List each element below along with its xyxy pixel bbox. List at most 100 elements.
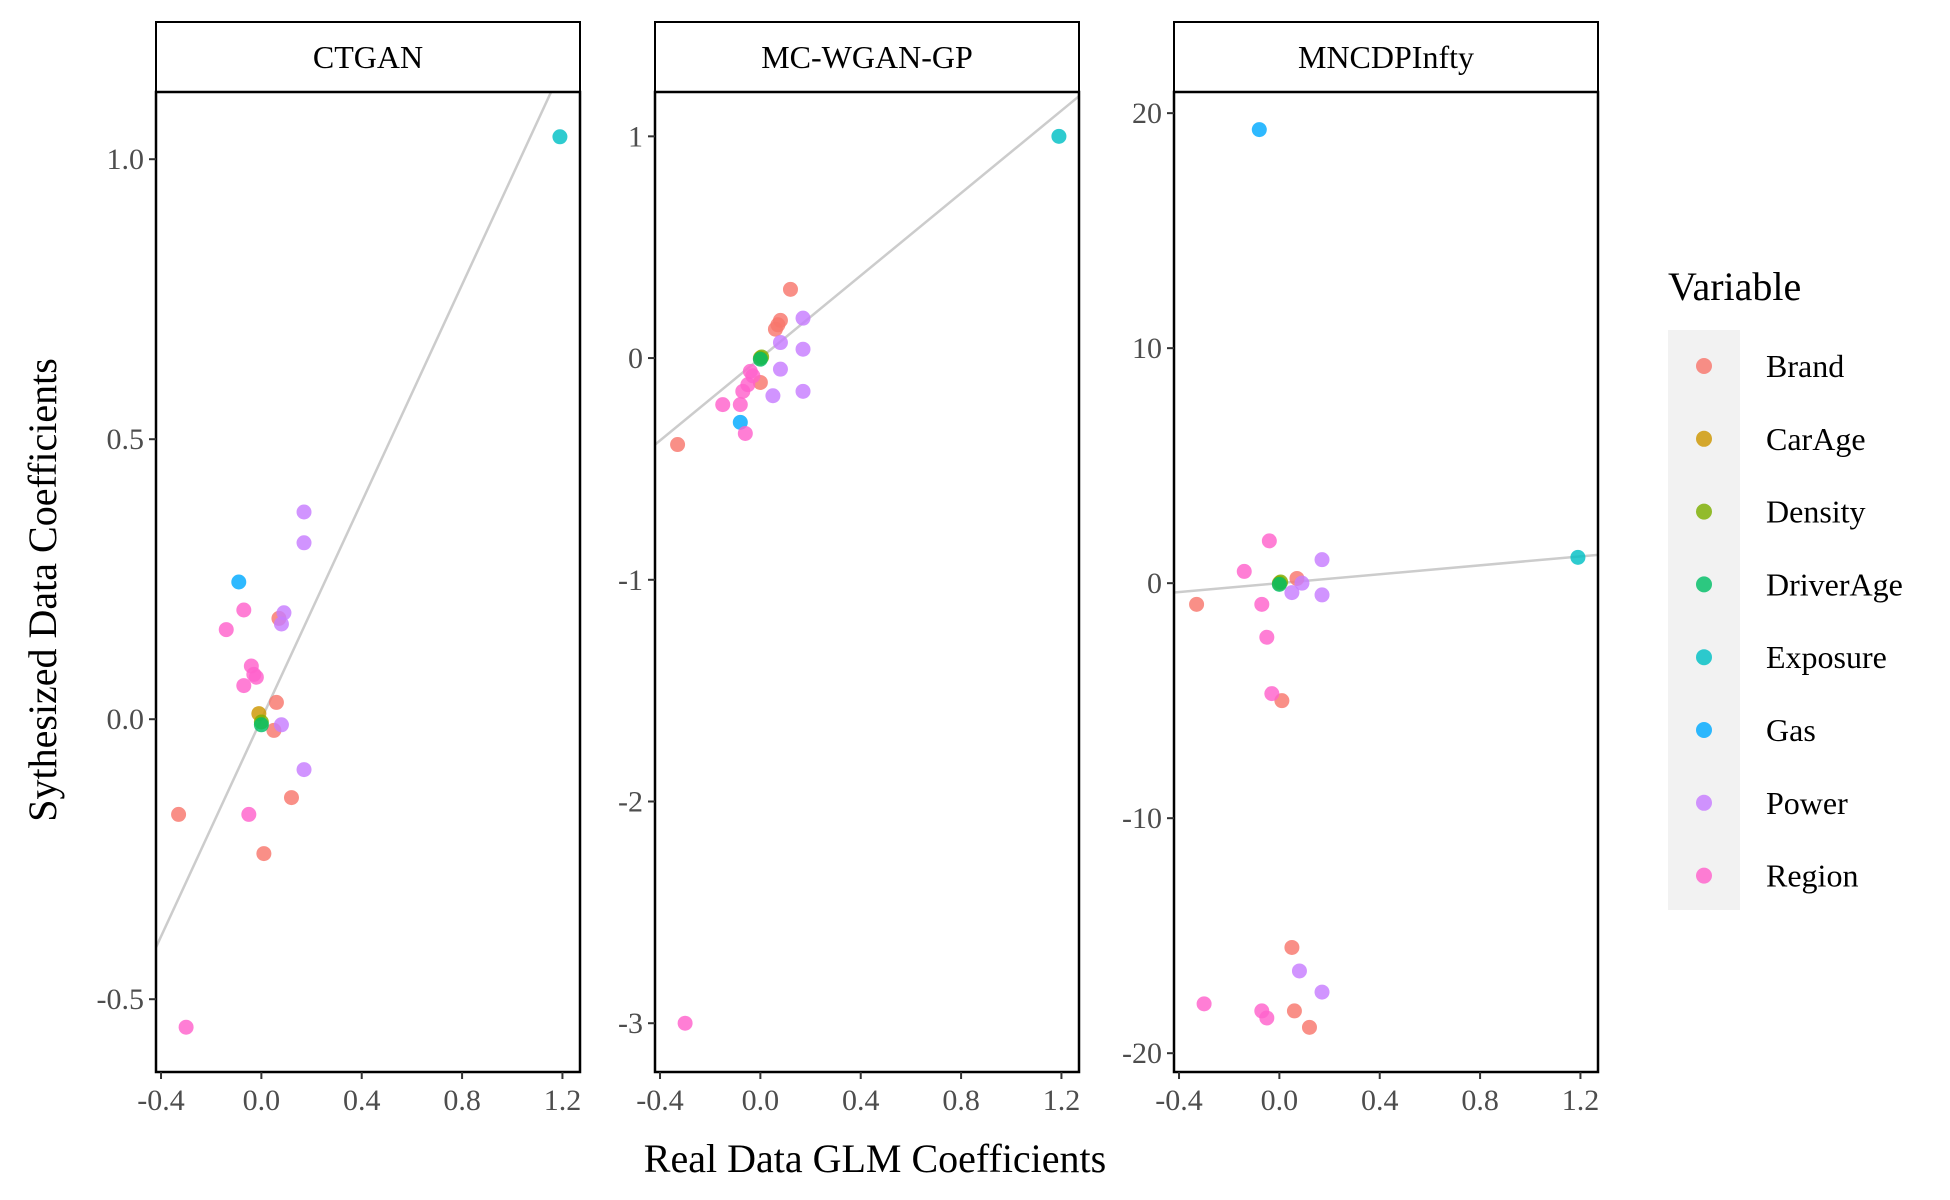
panel-strip [1173,21,1599,93]
point-brand [1301,1019,1317,1035]
legend-label-brand: Brand [1766,348,1844,384]
point-gas [1251,122,1267,138]
y-tick-label: 1 [628,120,643,153]
point-brand [670,437,686,453]
panel-title: CTGAN [313,39,423,75]
point-power [795,383,811,399]
point-region [241,806,257,822]
point-region [737,425,753,441]
point-exposure [552,129,568,145]
point-power [1314,587,1330,603]
point-region [236,678,252,694]
point-power [772,361,788,377]
point-region [1264,686,1280,702]
panel-strip [155,21,581,93]
legend-key-gas [1696,722,1712,738]
points-group [1189,122,1586,1035]
plot-background [1174,92,1598,1072]
point-power [765,388,781,404]
plot-background [655,92,1079,1072]
legend-key-background [1668,330,1740,910]
point-power [296,535,312,551]
point-region [715,397,731,413]
point-power [276,605,292,621]
y-tick-label: -1 [618,564,643,597]
point-region [1196,996,1212,1012]
point-power [296,762,312,778]
legend-key-carage [1696,430,1712,447]
point-power [795,310,811,326]
point-brand [1284,939,1300,955]
point-exposure [1570,549,1586,565]
panel-0: CTGAN -0.5 0.0 0.5 1.0 -0.4 0.0 0.4 0.8 1.2 [97,21,582,1117]
y-tick-label: 1.0 [107,143,145,176]
point-region [1261,533,1277,549]
x-tick-label: 0.8 [443,1084,481,1117]
point-region [732,397,748,413]
legend-label-density: Density [1766,494,1866,530]
legend-label-gas: Gas [1766,712,1816,748]
point-power [1314,552,1330,568]
legend-label-carage: CarAge [1766,421,1866,457]
legend-label-driverage: DriverAge [1766,566,1903,602]
point-region [248,669,264,685]
plot-border [1172,90,1600,1074]
legend-key-density [1696,503,1712,520]
point-brand [1189,596,1205,612]
points-group [171,129,568,1035]
point-region [677,1015,693,1031]
point-driverage [1271,576,1287,592]
point-region [218,622,234,638]
point-power [273,717,289,733]
point-power [772,335,788,351]
x-tick-label: -0.4 [137,1084,185,1117]
point-brand [767,321,783,337]
point-driverage [253,717,269,733]
point-region [1236,563,1252,579]
point-exposure [1051,128,1067,144]
legend-key-region [1696,867,1712,884]
legend-label-region: Region [1766,858,1858,894]
point-brand [283,790,299,806]
point-power [273,616,289,632]
panel-strip [654,21,1080,93]
point-power [1284,585,1300,601]
legend-title: Variable [1668,264,1801,309]
y-tick-label: -3 [618,1007,643,1040]
x-tick-label: 0.0 [243,1084,281,1117]
x-tick-label: 0.4 [1361,1084,1399,1117]
y-tick-label: 0 [1147,567,1162,600]
plot-border [653,90,1081,1074]
point-brand [171,806,187,822]
point-region [178,1019,194,1035]
panel-title: MC-WGAN-GP [761,39,973,75]
x-tick-label: 1.2 [1043,1084,1081,1117]
point-brand [268,694,284,710]
x-tick-label: 1.2 [544,1084,582,1117]
y-tick-label: 0 [628,342,643,375]
point-gas [231,574,247,590]
fit-line [156,92,553,948]
y-axis-title: Sythesized Data Coefficients [20,358,65,822]
legend-key-driverage [1696,576,1712,593]
point-region [236,602,252,618]
point-brand [1286,1003,1302,1019]
point-region [1259,629,1275,645]
point-driverage [752,351,768,367]
plot-background [156,92,580,1072]
legend-key-power [1696,794,1712,811]
point-power [1314,984,1330,1000]
point-region [1259,1010,1275,1026]
y-tick-label: 10 [1132,332,1162,365]
y-tick-label: -10 [1122,802,1162,835]
point-brand [782,281,798,297]
x-tick-label: -0.4 [1155,1084,1203,1117]
point-power [296,504,312,520]
y-tick-label: -0.5 [97,983,145,1016]
point-region [1254,596,1270,612]
x-tick-label: 0.8 [942,1084,980,1117]
legend-label-power: Power [1766,785,1848,821]
plot-border [154,90,582,1074]
x-axis-title: Real Data GLM Coefficients [644,1136,1106,1181]
